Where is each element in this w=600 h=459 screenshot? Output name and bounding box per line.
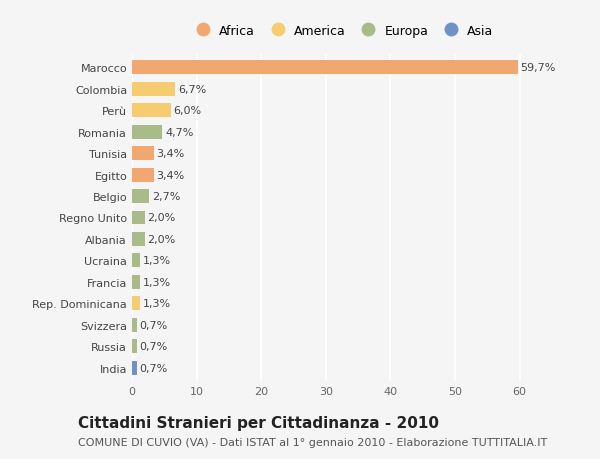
Text: 2,7%: 2,7% [152, 191, 181, 202]
Text: 1,3%: 1,3% [143, 277, 171, 287]
Bar [132, 61, 518, 75]
Bar [132, 190, 149, 203]
Bar [132, 340, 137, 353]
Text: 0,7%: 0,7% [139, 320, 167, 330]
Bar [132, 104, 171, 118]
Text: 3,4%: 3,4% [157, 149, 185, 159]
Text: 2,0%: 2,0% [148, 213, 176, 223]
Bar [132, 211, 145, 225]
Bar [132, 361, 137, 375]
Legend: Africa, America, Europa, Asia: Africa, America, Europa, Asia [188, 22, 496, 40]
Text: 0,7%: 0,7% [139, 341, 167, 352]
Bar [132, 125, 163, 139]
Text: 2,0%: 2,0% [148, 235, 176, 245]
Bar [132, 275, 140, 289]
Bar [132, 297, 140, 311]
Text: 3,4%: 3,4% [157, 170, 185, 180]
Bar [132, 233, 145, 246]
Text: 59,7%: 59,7% [520, 63, 556, 73]
Bar [132, 318, 137, 332]
Text: Cittadini Stranieri per Cittadinanza - 2010: Cittadini Stranieri per Cittadinanza - 2… [78, 415, 439, 431]
Bar [132, 168, 154, 182]
Bar [132, 147, 154, 161]
Text: COMUNE DI CUVIO (VA) - Dati ISTAT al 1° gennaio 2010 - Elaborazione TUTTITALIA.I: COMUNE DI CUVIO (VA) - Dati ISTAT al 1° … [78, 437, 547, 447]
Text: 4,7%: 4,7% [165, 127, 193, 137]
Bar [132, 254, 140, 268]
Text: 6,7%: 6,7% [178, 84, 206, 95]
Bar [132, 83, 175, 96]
Text: 6,0%: 6,0% [173, 106, 202, 116]
Text: 1,3%: 1,3% [143, 299, 171, 309]
Text: 1,3%: 1,3% [143, 256, 171, 266]
Text: 0,7%: 0,7% [139, 363, 167, 373]
